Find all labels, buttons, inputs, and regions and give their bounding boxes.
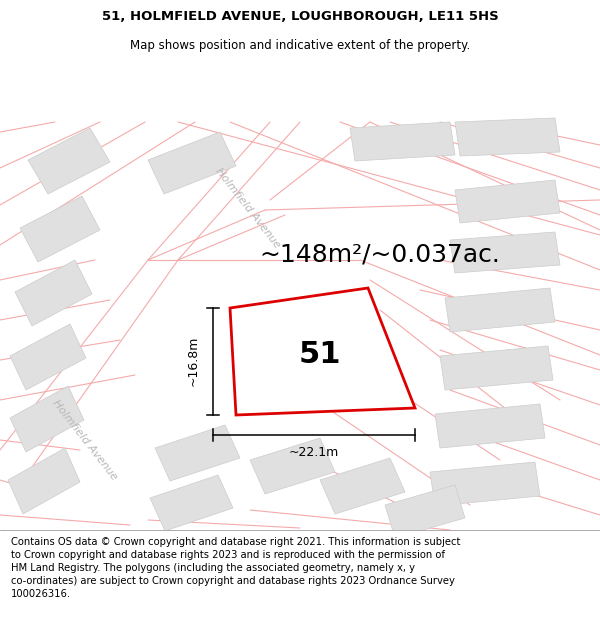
Polygon shape	[450, 232, 560, 273]
Text: ~16.8m: ~16.8m	[187, 336, 199, 386]
Text: Holmfield Avenue: Holmfield Avenue	[214, 166, 283, 250]
Text: ~22.1m: ~22.1m	[289, 446, 339, 459]
Text: 51, HOLMFIELD AVENUE, LOUGHBOROUGH, LE11 5HS: 51, HOLMFIELD AVENUE, LOUGHBOROUGH, LE11…	[101, 10, 499, 23]
Polygon shape	[230, 288, 415, 415]
Polygon shape	[435, 404, 545, 448]
Polygon shape	[155, 425, 240, 481]
Text: Contains OS data © Crown copyright and database right 2021. This information is : Contains OS data © Crown copyright and d…	[11, 537, 460, 599]
Text: Holmfield Avenue: Holmfield Avenue	[50, 398, 119, 482]
Polygon shape	[10, 324, 86, 390]
Polygon shape	[10, 386, 84, 452]
Polygon shape	[15, 260, 92, 326]
Polygon shape	[440, 346, 553, 390]
Polygon shape	[445, 288, 555, 332]
Text: ~148m²/~0.037ac.: ~148m²/~0.037ac.	[260, 243, 500, 267]
Polygon shape	[350, 122, 455, 161]
Polygon shape	[20, 196, 100, 262]
Polygon shape	[28, 128, 110, 194]
Polygon shape	[148, 132, 236, 194]
Polygon shape	[8, 448, 80, 514]
Polygon shape	[455, 180, 560, 223]
Polygon shape	[150, 475, 233, 531]
Text: 51: 51	[299, 340, 341, 369]
Polygon shape	[320, 458, 405, 514]
Polygon shape	[430, 462, 540, 506]
Polygon shape	[455, 118, 560, 156]
Text: Map shows position and indicative extent of the property.: Map shows position and indicative extent…	[130, 39, 470, 51]
Polygon shape	[385, 485, 465, 538]
Polygon shape	[250, 438, 335, 494]
